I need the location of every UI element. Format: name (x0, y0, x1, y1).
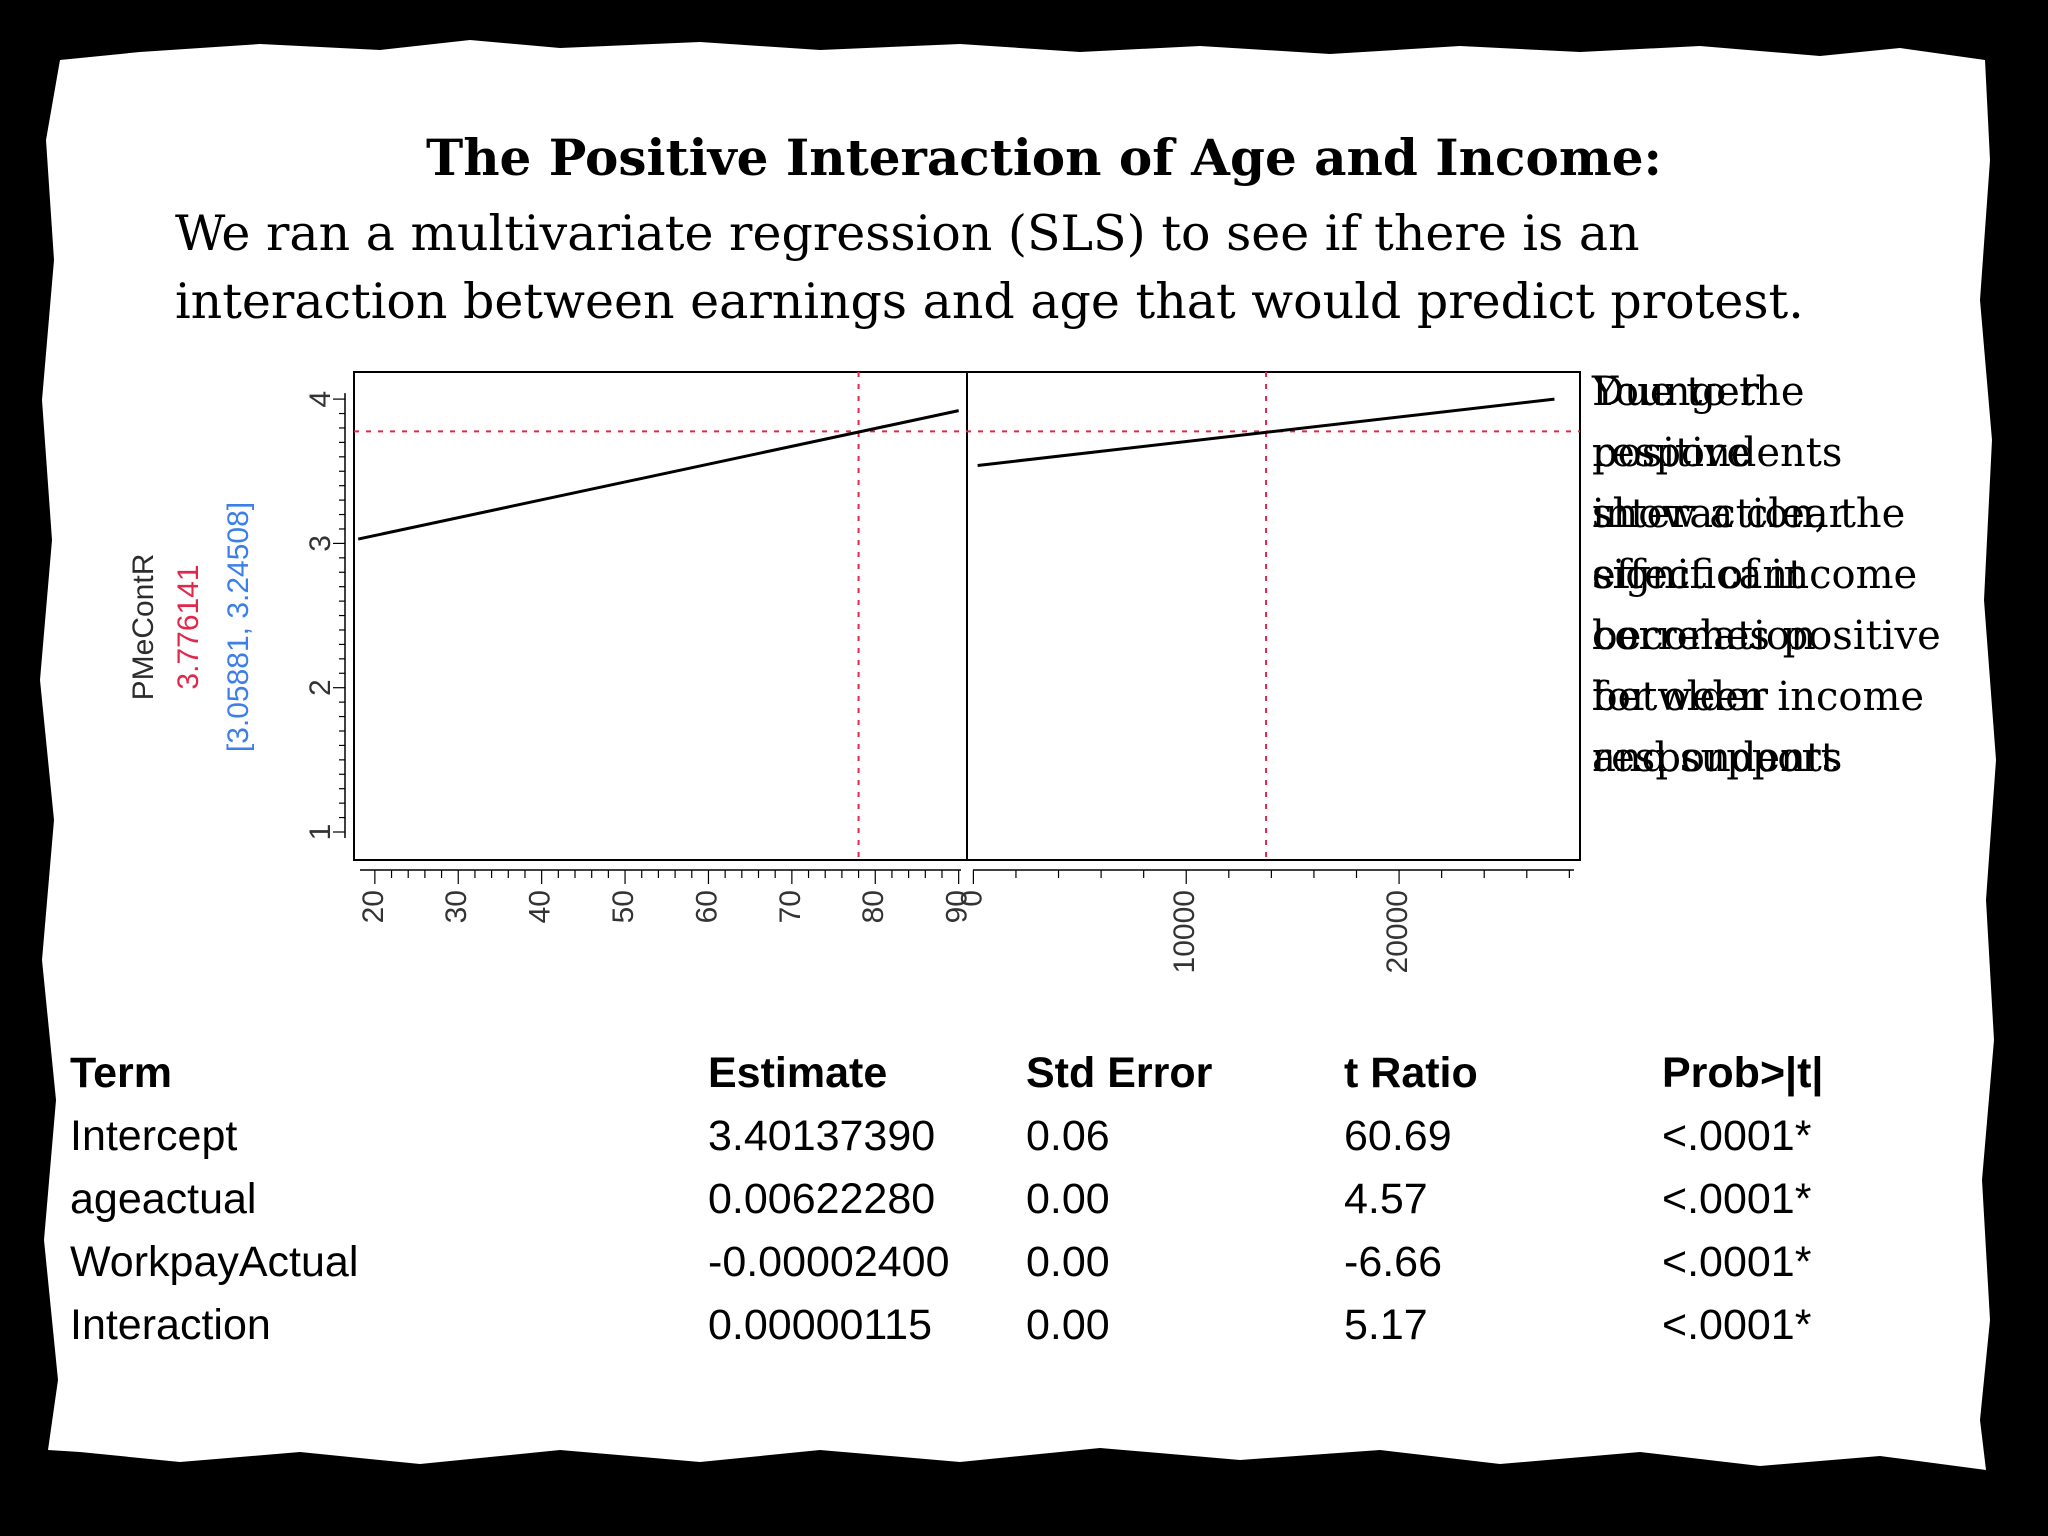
x-tick-label: 60 (690, 890, 723, 923)
note-b-line: significant (1592, 552, 1805, 598)
cell-t-ratio: 4.57 (1344, 1175, 1428, 1223)
x-tick-label: 0 (955, 890, 988, 907)
cell-std-error: 0.00 (1026, 1301, 1110, 1349)
cell-std-error: 0.00 (1026, 1238, 1110, 1286)
cell-prob: <.0001* (1662, 1175, 1812, 1223)
y-ci-label: [3.05881, 3.24508] (222, 502, 255, 752)
cell-t-ratio: 5.17 (1344, 1301, 1428, 1349)
cell-estimate: -0.00002400 (708, 1238, 950, 1286)
cell-prob: <.0001* (1662, 1112, 1812, 1160)
cell-term: ageactual (70, 1175, 257, 1223)
x-tick-label: 20 (357, 890, 390, 923)
cell-prob: <.0001* (1662, 1238, 1812, 1286)
note-a-line: respondents (1592, 735, 1843, 781)
y-value-label: 3.776141 (172, 564, 205, 689)
cell-estimate: 0.00622280 (708, 1175, 936, 1223)
y-tick-label: 4 (304, 391, 337, 408)
cell-std-error: 0.06 (1026, 1112, 1110, 1160)
parameter-estimates-table: Term Estimate Std Error t Ratio Prob>|t|… (70, 1042, 1942, 1357)
table-row: ageactual 0.00622280 0.00 4.57 <.0001* (70, 1168, 1942, 1231)
x-tick-label: 30 (440, 890, 473, 923)
header-estimate: Estimate (708, 1049, 888, 1097)
note-b-line: and support (1592, 735, 1837, 781)
cell-term: Interaction (70, 1301, 271, 1349)
y-axis-label: PMeContR (127, 554, 160, 701)
note-b-line: between income (1592, 674, 1925, 720)
note-a-line: effect of income (1592, 552, 1918, 598)
note-layer-a: Due to the positive interaction, the eff… (1592, 362, 1992, 789)
note-b-line: Younger (1592, 369, 1759, 415)
y-tick-label: 3 (304, 535, 337, 552)
note-a-line: positive (1592, 430, 1751, 476)
cell-estimate: 0.00000115 (708, 1301, 932, 1349)
slide-subtitle: We ran a multivariate regression (SLS) t… (175, 205, 1804, 330)
x-tick-label: 70 (774, 890, 807, 923)
cell-prob: <.0001* (1662, 1301, 1812, 1349)
header-prob: Prob>|t| (1662, 1049, 1824, 1097)
x-tick-label: 50 (607, 890, 640, 923)
cell-estimate: 3.40137390 (708, 1112, 936, 1160)
note-b-line: show a clear (1592, 491, 1848, 537)
note-layer-b: Younger respondents show a clear signifi… (1592, 362, 1992, 789)
table-row: Intercept 3.40137390 0.06 60.69 <.0001* (70, 1105, 1942, 1168)
cell-term: WorkpayActual (70, 1238, 359, 1286)
note-a-line: Due to the (1592, 369, 1805, 415)
table-header-row: Term Estimate Std Error t Ratio Prob>|t| (70, 1042, 1942, 1105)
note-a-line: becomes positive (1592, 613, 1941, 659)
header-std-error: Std Error (1026, 1049, 1213, 1097)
cell-term: Intercept (70, 1112, 238, 1160)
note-a-line: for older (1592, 674, 1768, 720)
note-b-line: respondents (1592, 430, 1843, 476)
y-tick-label: 1 (304, 824, 337, 841)
paper-sheet (40, 40, 1996, 1470)
prediction-line (357, 409, 959, 541)
note-a-line: interaction, the (1592, 491, 1906, 537)
table-row: WorkpayActual -0.00002400 0.00 -6.66 <.0… (70, 1231, 1942, 1294)
prediction-line (977, 397, 1555, 467)
y-tick-label: 2 (304, 679, 337, 696)
cell-t-ratio: 60.69 (1344, 1112, 1452, 1160)
x-tick-label: 20000 (1381, 890, 1414, 973)
cell-t-ratio: -6.66 (1344, 1238, 1443, 1286)
table-row: Interaction 0.00000115 0.00 5.17 <.0001* (70, 1294, 1942, 1357)
cell-std-error: 0.00 (1026, 1175, 1110, 1223)
slide-title: The Positive Interaction of Age and Inco… (426, 128, 1662, 187)
note-b-line: correlation (1592, 613, 1816, 659)
header-term: Term (70, 1049, 172, 1097)
header-t-ratio: t Ratio (1344, 1049, 1478, 1097)
x-tick-label: 10000 (1168, 890, 1201, 973)
x-tick-label: 40 (524, 890, 557, 923)
x-tick-label: 90 (941, 890, 974, 923)
x-tick-label: 80 (857, 890, 890, 923)
